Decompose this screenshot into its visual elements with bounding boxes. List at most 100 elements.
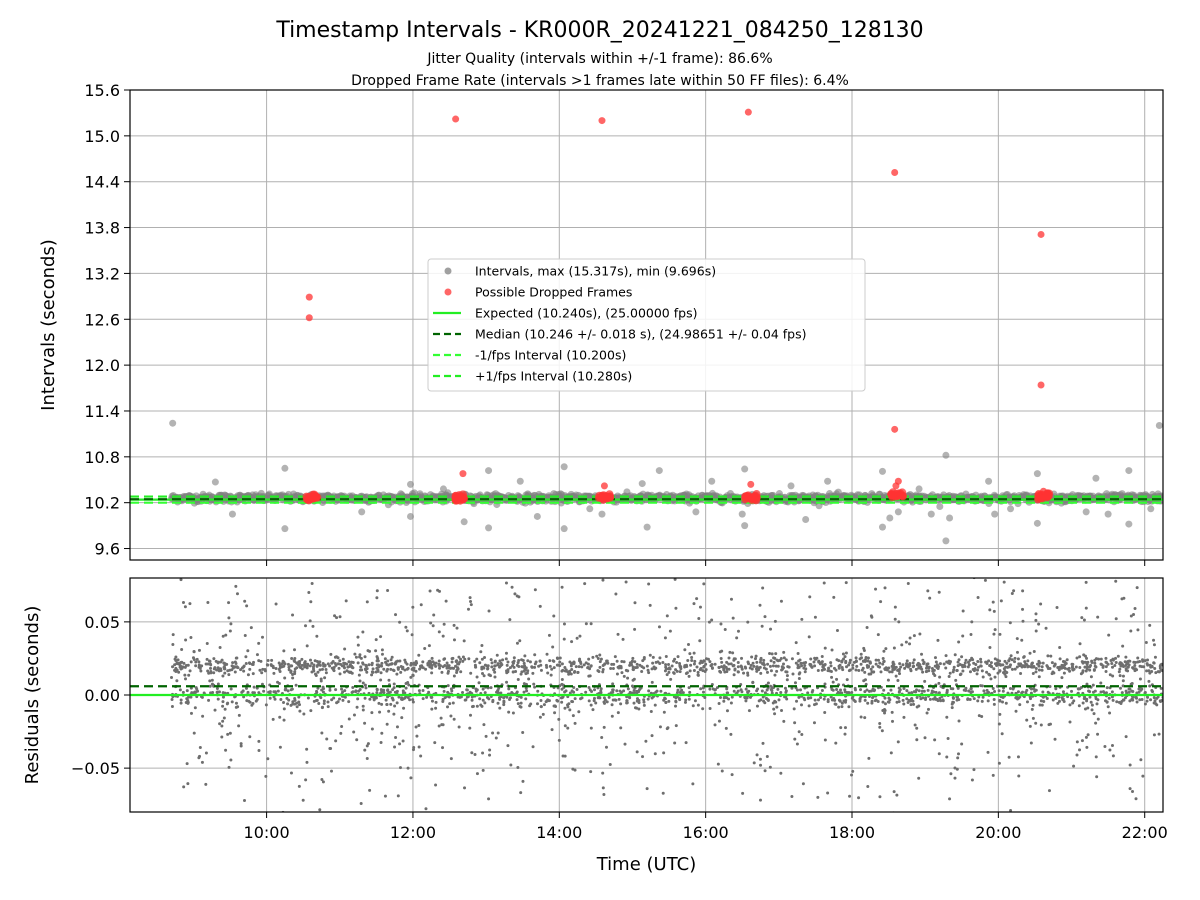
residual-point (970, 690, 974, 694)
residual-point (966, 660, 970, 664)
residual-point (257, 748, 261, 752)
residual-point (857, 796, 861, 800)
residual-point (223, 671, 227, 675)
residual-point (611, 690, 615, 694)
residual-point (843, 732, 847, 736)
residual-point (1128, 763, 1132, 767)
residual-point (819, 695, 823, 699)
residual-point (920, 689, 924, 693)
residual-point (799, 661, 803, 665)
residual-point (539, 668, 543, 672)
residual-point (696, 703, 700, 707)
residual-point (295, 705, 299, 709)
residual-point (799, 703, 803, 707)
residual-point (406, 766, 410, 770)
residual-point (423, 647, 427, 651)
dropped-frame-point (459, 470, 467, 478)
residual-point (798, 688, 802, 692)
residual-point (955, 669, 959, 673)
residual-point (722, 699, 726, 703)
residual-point (1108, 673, 1112, 677)
residual-point (1034, 629, 1038, 633)
residual-point (917, 689, 921, 693)
residual-point (671, 834, 674, 837)
residual-point (481, 687, 485, 691)
residual-point (934, 660, 938, 664)
residual-point (918, 632, 922, 636)
residual-point (760, 624, 764, 628)
residual-point (330, 698, 334, 702)
residual-point (883, 586, 887, 590)
residual-point (375, 596, 379, 600)
y-tick-label: 13.8 (84, 219, 120, 238)
residual-point (906, 582, 910, 586)
residual-point (339, 731, 343, 735)
interval-points (167, 419, 1163, 545)
residual-point (398, 766, 402, 770)
interval-point (586, 505, 594, 513)
residual-point (393, 745, 397, 749)
residual-point (268, 696, 272, 700)
residual-point (259, 659, 263, 663)
residual-point (596, 669, 600, 673)
residual-point (977, 714, 981, 718)
residual-point (1020, 638, 1024, 642)
residual-point (1084, 669, 1088, 673)
residual-point (421, 689, 425, 693)
residual-point (446, 705, 450, 709)
residual-point (746, 673, 750, 677)
residual-point (231, 661, 235, 665)
residual-point (515, 641, 519, 645)
residual-point (1111, 658, 1115, 662)
residual-point (383, 794, 387, 798)
residual-point (839, 688, 843, 692)
interval-point (1007, 505, 1015, 513)
residual-point (321, 685, 325, 689)
residual-point (218, 722, 222, 726)
residual-point (183, 673, 187, 677)
residual-point (803, 698, 807, 702)
residual-point (603, 662, 607, 666)
residual-point (566, 705, 570, 709)
residual-point (463, 786, 467, 790)
residual-point (829, 670, 833, 674)
residual-point (708, 706, 712, 710)
residual-point (854, 668, 858, 672)
residual-point (915, 705, 919, 709)
residual-point (795, 742, 799, 746)
residual-point (319, 677, 323, 681)
residual-point (587, 685, 591, 689)
residual-point (309, 600, 313, 604)
residual-point (747, 709, 751, 713)
residual-point (717, 666, 721, 670)
residual-point (823, 682, 827, 686)
residual-point (976, 665, 980, 669)
residual-point (876, 658, 880, 662)
residual-point (837, 705, 841, 709)
residual-point (928, 697, 932, 701)
residual-point (530, 665, 534, 669)
residual-point (782, 656, 786, 660)
residual-point (1026, 659, 1030, 663)
residual-point (611, 698, 615, 702)
residual-point (843, 726, 847, 730)
residual-point (553, 711, 557, 715)
residual-point (391, 668, 395, 672)
residual-point (228, 563, 231, 566)
residual-point (996, 671, 1000, 675)
residual-point (310, 661, 314, 665)
residual-point (761, 741, 765, 745)
residual-point (580, 696, 584, 700)
dropped-frame-point (750, 495, 759, 504)
residual-point (1158, 699, 1162, 703)
residual-point (290, 657, 294, 661)
residual-point (1010, 658, 1014, 662)
residual-point (305, 760, 309, 764)
residual-point (642, 666, 646, 670)
residual-point (1082, 697, 1086, 701)
residual-point (1037, 622, 1041, 626)
residual-point (881, 549, 884, 552)
residual-point (772, 660, 776, 664)
residual-point (528, 660, 532, 664)
residual-point (759, 658, 763, 662)
